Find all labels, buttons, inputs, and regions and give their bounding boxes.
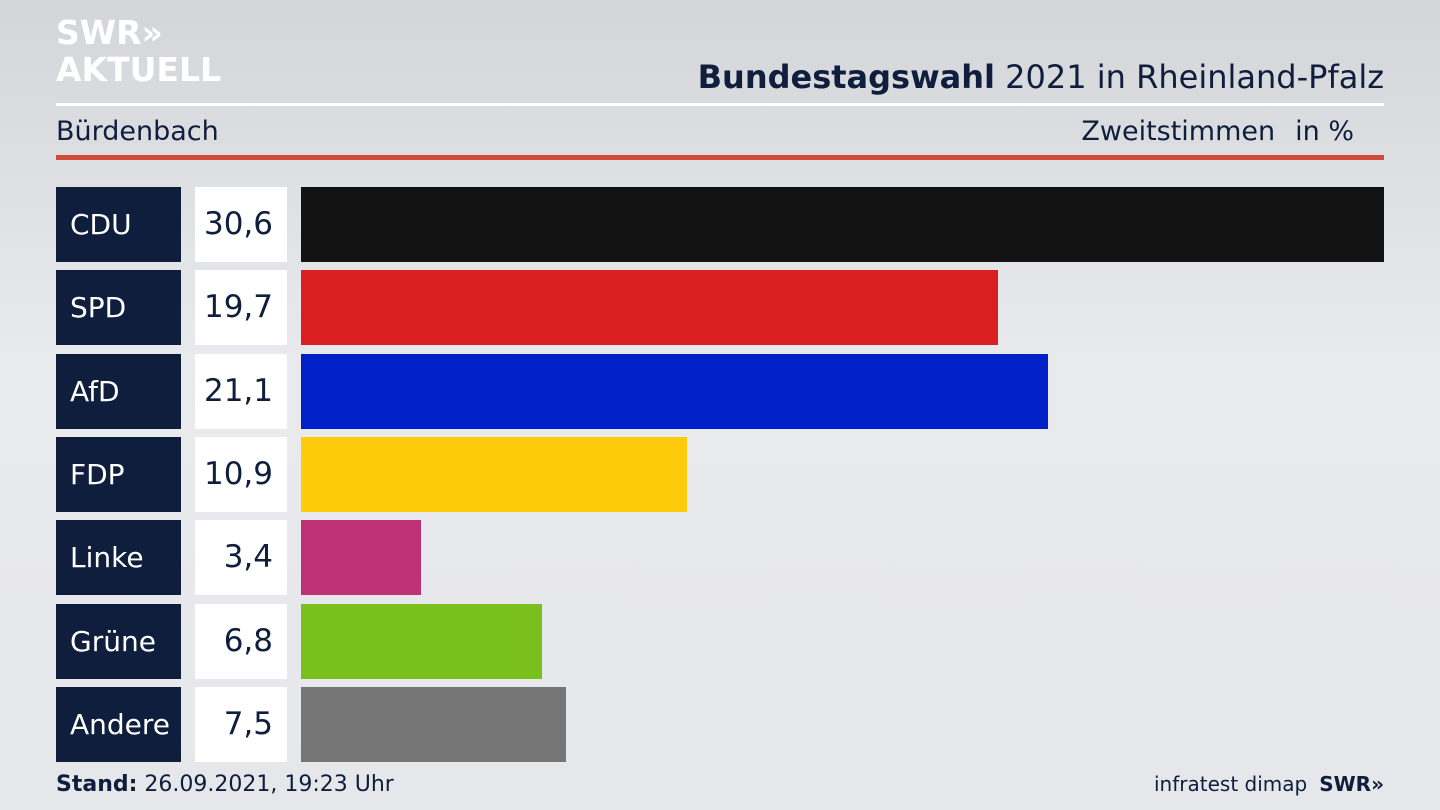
stand-value: 26.09.2021, 19:23 Uhr (137, 772, 394, 797)
bar-row: CDU 30,6 (0, 187, 1440, 262)
unit-label: in % (1295, 116, 1354, 147)
logo-line-1: SWR» (56, 13, 163, 52)
bar (301, 270, 999, 346)
metric-name: Zweitstimmen (1081, 116, 1276, 147)
page-title: Bundestagswahl 2021 in Rheinland-Pfalz (698, 58, 1384, 96)
value-label: 6,8 (195, 603, 287, 679)
bar (301, 603, 542, 679)
value-label: 21,1 (195, 353, 287, 429)
bar (301, 686, 567, 762)
bar (301, 520, 422, 596)
accent-divider (56, 155, 1384, 160)
value-label: 3,4 (195, 520, 287, 596)
source-label: infratest dimap (1154, 772, 1308, 796)
location-label: Bürdenbach (56, 116, 219, 147)
party-label: AfD (56, 353, 181, 429)
bar (301, 353, 1048, 429)
header-divider (56, 103, 1384, 106)
value-label: 19,7 (195, 270, 287, 346)
party-label: FDP (56, 436, 181, 512)
value-label: 7,5 (195, 686, 287, 762)
party-label: Andere (56, 686, 181, 762)
value-label: 30,6 (195, 187, 287, 262)
metric-label: Zweitstimmen in % (1081, 116, 1354, 147)
logo-line-2: AKTUELL (56, 50, 222, 89)
stand-label: Stand: (56, 772, 138, 797)
bar-row: Grüne 6,8 (0, 603, 1440, 679)
bar-row: Linke 3,4 (0, 520, 1440, 596)
timestamp: Stand: 26.09.2021, 19:23 Uhr (56, 772, 394, 797)
party-label: SPD (56, 270, 181, 346)
swr-aktuell-logo: SWR» AKTUELL (56, 16, 221, 86)
bar-row: SPD 19,7 (0, 270, 1440, 346)
bar-row: FDP 10,9 (0, 436, 1440, 512)
party-label: CDU (56, 187, 181, 262)
source-credit: infratest dimap SWR» (1154, 772, 1384, 796)
swr-small-logo: SWR» (1319, 772, 1384, 796)
bar (301, 436, 687, 512)
value-label: 10,9 (195, 436, 287, 512)
bar (301, 187, 1384, 262)
bar-row: AfD 21,1 (0, 353, 1440, 429)
party-label: Linke (56, 520, 181, 596)
bar-row: Andere 7,5 (0, 686, 1440, 762)
party-label: Grüne (56, 603, 181, 679)
title-rest: 2021 in Rheinland-Pfalz (995, 58, 1384, 96)
title-bold: Bundestagswahl (697, 58, 995, 96)
